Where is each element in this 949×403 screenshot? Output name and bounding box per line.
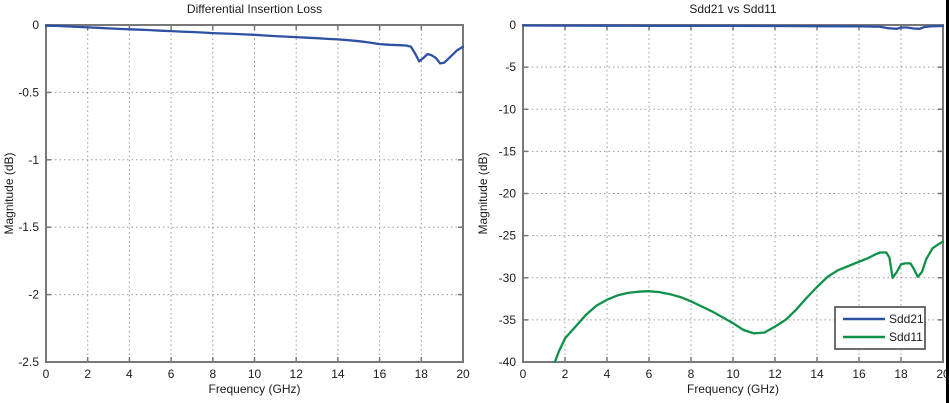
y-tick-label: -20 (499, 187, 517, 201)
x-tick-label: 6 (168, 367, 175, 381)
series-sdd11-line (553, 240, 944, 363)
legend-entry-label: Sdd21 (889, 312, 924, 326)
x-tick-label: 12 (290, 367, 304, 381)
x-tick-label: 6 (646, 367, 653, 381)
x-tick-label: 4 (126, 367, 133, 381)
legend-box (834, 306, 926, 350)
y-tick-label: -40 (499, 355, 517, 369)
y-tick-label: -0.5 (18, 85, 39, 99)
chart-differential-insertion-loss: 0 2 4 6 8 10 12 14 16 18 20 0 -0.5 -1 -1.5 -2 -2.5 Differ… (2, 2, 470, 396)
y-axis-label: Magnitude (dB) (2, 152, 16, 234)
y-tick-label: -1.5 (18, 220, 39, 234)
x-axis-label: Frequency (GHz) (208, 382, 300, 396)
y-tick-label: -5 (505, 60, 516, 74)
x-tick-label: 10 (726, 367, 740, 381)
y-tick-label: -2.5 (18, 355, 39, 369)
series-sdd21-line (522, 24, 944, 30)
y-tick-label: -2 (28, 288, 39, 302)
x-tick-label: 8 (209, 367, 216, 381)
x-tick-label: 0 (520, 367, 527, 381)
x-tick-label: 16 (373, 367, 387, 381)
x-tick-label: 18 (415, 367, 429, 381)
y-axis-label: Magnitude (dB) (476, 152, 490, 234)
chart-sdd21-vs-sdd11: 0 2 4 6 8 10 12 14 16 18 20 0 -5 -10 -15 -20 -25 -30 -35 -4… (476, 2, 949, 396)
y-tick-label: 0 (509, 18, 516, 32)
y-tick-label: -30 (499, 271, 517, 285)
x-tick-label: 2 (84, 367, 91, 381)
x-tick-label: 18 (894, 367, 908, 381)
series-sdd21-line (45, 24, 464, 65)
x-tick-label: 10 (248, 367, 262, 381)
x-tick-label: 16 (852, 367, 866, 381)
x-tick-label: 8 (688, 367, 695, 381)
x-tick-label: 14 (331, 367, 345, 381)
chart-title: Differential Insertion Loss (187, 2, 322, 16)
x-tick-label: 14 (810, 367, 824, 381)
x-tick-label: 2 (562, 367, 569, 381)
chart-title: Sdd21 vs Sdd11 (689, 2, 777, 16)
x-axis-label: Frequency (GHz) (687, 382, 779, 396)
y-tick-label: -25 (499, 229, 517, 243)
screenshot-edge-border (946, 0, 949, 403)
x-tick-label: 4 (604, 367, 611, 381)
y-tick-label: -15 (499, 144, 517, 158)
y-tick-label: -1 (28, 153, 39, 167)
y-tick-label: -35 (499, 313, 517, 327)
x-tick-label: 20 (936, 367, 949, 381)
legend-entry-label: Sdd11 (889, 330, 923, 344)
legend: Sdd21 Sdd11 (834, 306, 926, 350)
x-tick-label: 20 (456, 367, 470, 381)
y-tick-label: -10 (499, 102, 517, 116)
x-tick-label: 12 (768, 367, 782, 381)
y-tick-label: 0 (32, 18, 39, 32)
x-tick-label: 0 (43, 367, 50, 381)
